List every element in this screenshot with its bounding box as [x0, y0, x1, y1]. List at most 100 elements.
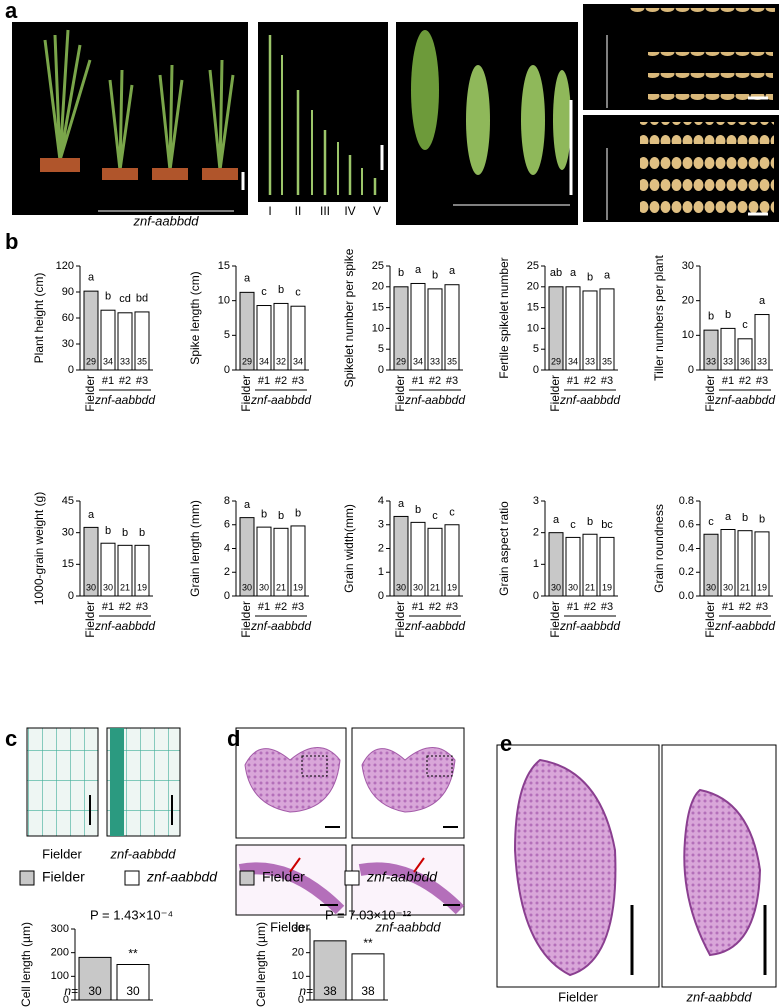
n-prefix: n= [299, 984, 313, 998]
y-tick-label: 15 [372, 302, 384, 314]
x-tick-label: #3 [136, 601, 148, 613]
photo-grain-width [583, 115, 779, 222]
x-tick-label: #1 [567, 601, 579, 613]
y-axis-label: Grain length (mm) [188, 500, 202, 597]
y-axis-label: Cell length (µm) [254, 922, 268, 1007]
n-label: 19 [757, 582, 767, 592]
bar [393, 286, 409, 371]
x-tick-label: #1 [258, 601, 270, 613]
x-tick-label: #1 [258, 375, 270, 387]
bar [290, 525, 306, 597]
y-tick-label: 10 [372, 322, 384, 334]
x-tick-label: Fielder [239, 601, 253, 638]
x-tick-label: #1 [102, 375, 114, 387]
x-tick-label: Fielder [393, 601, 407, 638]
n-label: 32 [276, 356, 286, 366]
legend-swatch [124, 870, 140, 886]
y-axis-label: Grain aspect ratio [497, 501, 511, 596]
label: #3 [614, 93, 629, 108]
bar [83, 526, 99, 597]
letter: bc [601, 519, 613, 531]
y-tick-label: 0 [378, 590, 384, 602]
y-tick-label: 0 [224, 364, 230, 376]
bar [703, 329, 719, 371]
x-tick-label: #2 [275, 375, 287, 387]
label: Fielder [403, 194, 443, 209]
panel-label: b [5, 229, 18, 254]
n-label: 34 [293, 356, 303, 366]
y-tick-label: 30 [62, 527, 74, 539]
n-label: 29 [242, 356, 252, 366]
bar [737, 338, 753, 371]
bar [256, 305, 272, 371]
n-label: 21 [430, 582, 440, 592]
label: #1 [614, 51, 628, 66]
n-label: 30 [723, 582, 733, 592]
y-tick-label: 15 [218, 260, 230, 272]
letter: c [432, 510, 438, 522]
n-label: 30 [88, 984, 102, 998]
y-tick-label: 200 [51, 947, 69, 959]
n-label: 19 [293, 582, 303, 592]
letter: b [587, 516, 593, 528]
n-label: 33 [757, 356, 767, 366]
bar [548, 286, 564, 371]
legend-label: znf-aabbdd [146, 869, 218, 885]
letter: a [88, 272, 95, 284]
n-label: 21 [740, 582, 750, 592]
y-axis-label: Grain width(mm) [342, 504, 356, 593]
y-tick-label: 100 [51, 970, 69, 982]
label: Fielder [36, 198, 76, 213]
letter: b [261, 509, 267, 521]
y-tick-label: 90 [62, 286, 74, 298]
bar [703, 533, 719, 597]
y-axis-label: 1000-grain weight (g) [32, 492, 46, 605]
letter: b [432, 269, 438, 281]
bar [116, 964, 150, 1001]
label: #3 [203, 192, 217, 207]
y-axis-label: Tiller numbers per plant [652, 255, 666, 381]
y-tick-label: 20 [682, 295, 694, 307]
legend-swatch [344, 870, 360, 886]
y-tick-label: 0.2 [679, 566, 694, 578]
photo-plants [12, 22, 248, 215]
photo-internodes [258, 22, 388, 202]
legend-swatch [239, 870, 255, 886]
letter: b [278, 284, 284, 296]
label: Fielder [587, 5, 627, 20]
legend-label: znf-aabbdd [366, 869, 438, 885]
y-tick-label: 1 [533, 558, 539, 570]
label: #2 [156, 192, 170, 207]
n-label: 38 [323, 984, 337, 998]
y-tick-label: 15 [527, 302, 539, 314]
bar [444, 524, 460, 597]
y-tick-label: 120 [56, 260, 74, 272]
x-tick-label: Fielder [548, 601, 562, 638]
bar [737, 530, 753, 597]
letter: b [725, 309, 731, 321]
letter: b [105, 291, 111, 303]
n-label: 19 [447, 582, 457, 592]
n-label: 33 [706, 356, 716, 366]
y-axis-label: Plant height (cm) [32, 273, 46, 364]
y-axis-label: Grain roundness [652, 504, 666, 593]
x-tick-label: #2 [739, 601, 751, 613]
bar [351, 953, 385, 1001]
letter: a [570, 267, 577, 279]
n-label: 30 [126, 984, 140, 998]
label: #1 [614, 152, 628, 167]
group-label: znf-aabbdd [250, 619, 311, 633]
y-tick-label: 6 [224, 519, 230, 531]
x-tick-label: #3 [136, 375, 148, 387]
x-tick-label: #2 [739, 375, 751, 387]
y-tick-label: 60 [62, 312, 74, 324]
bar [754, 314, 770, 371]
n-label: 35 [447, 356, 457, 366]
label: III [320, 204, 330, 218]
y-tick-label: 10 [527, 322, 539, 334]
n-label: 30 [396, 582, 406, 592]
y-tick-label: 3 [533, 495, 539, 507]
letter: bd [136, 292, 148, 304]
letter: c [570, 519, 576, 531]
label: #2 [483, 181, 497, 196]
